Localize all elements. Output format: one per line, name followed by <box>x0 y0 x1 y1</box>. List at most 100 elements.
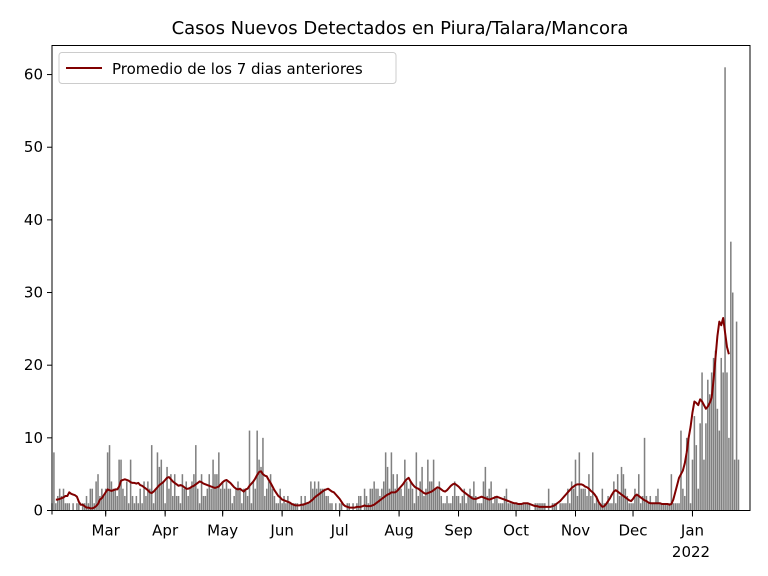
bar <box>672 503 675 511</box>
bar <box>306 503 308 511</box>
bar <box>398 488 400 511</box>
bar <box>710 372 713 511</box>
bar <box>661 503 663 511</box>
bar <box>438 481 441 511</box>
y-tick-label: 40 <box>24 211 43 229</box>
y-tick-label: 0 <box>33 502 43 520</box>
bar <box>450 503 452 511</box>
bar <box>290 503 293 511</box>
bar <box>584 488 586 511</box>
bar <box>196 488 199 511</box>
bar <box>611 503 613 511</box>
bar <box>712 357 715 511</box>
bar <box>371 488 373 511</box>
bar <box>586 495 588 511</box>
bar <box>582 488 584 511</box>
bar <box>442 503 444 511</box>
bar <box>601 488 604 511</box>
bar <box>591 452 594 511</box>
bar <box>89 488 92 511</box>
legend-label: Promedio de los 7 dias anteriores <box>112 60 363 78</box>
x-tick-label: Aug <box>384 522 413 540</box>
bar <box>239 488 241 511</box>
bar <box>386 466 389 511</box>
bar <box>503 495 506 511</box>
bar <box>78 503 80 511</box>
bar <box>166 466 168 511</box>
bar <box>335 503 337 511</box>
bar <box>108 445 111 511</box>
x-tick-label: Sep <box>444 522 472 540</box>
x-tick-label: Nov <box>561 522 590 540</box>
bar <box>580 488 583 511</box>
bar <box>206 488 209 511</box>
bar <box>733 459 736 511</box>
bar <box>363 488 366 511</box>
bar <box>417 495 420 511</box>
bar <box>490 481 492 511</box>
bar <box>242 488 245 511</box>
bar <box>152 503 155 511</box>
bar <box>68 503 71 511</box>
bar <box>701 372 703 511</box>
bar <box>480 503 483 511</box>
bar <box>250 503 253 511</box>
bar <box>578 452 581 511</box>
bar <box>131 495 134 511</box>
bar <box>64 503 67 511</box>
bar <box>482 481 485 511</box>
bar <box>325 495 327 511</box>
bar <box>223 488 226 511</box>
bar <box>359 495 362 511</box>
bar <box>452 495 454 511</box>
bar <box>150 445 153 511</box>
bar <box>404 459 406 511</box>
bar <box>567 488 569 511</box>
bar <box>283 495 285 511</box>
bar <box>135 495 138 511</box>
bar <box>97 474 99 511</box>
bar <box>511 503 513 511</box>
y-tick-label: 10 <box>24 429 43 447</box>
bar <box>689 503 692 511</box>
bar <box>219 488 222 511</box>
bar <box>122 488 124 511</box>
bar <box>231 503 234 511</box>
bar <box>277 503 280 511</box>
bar <box>294 503 297 511</box>
bar <box>175 495 178 511</box>
bar <box>156 452 159 511</box>
bar <box>110 481 113 511</box>
bar <box>496 495 498 511</box>
bar <box>731 292 734 511</box>
bar <box>507 503 510 511</box>
bar <box>377 488 379 511</box>
bar <box>636 495 638 511</box>
bar <box>235 488 237 511</box>
bar <box>172 495 174 511</box>
bar <box>425 488 427 511</box>
bar <box>699 423 701 511</box>
bar <box>455 495 458 511</box>
bar <box>634 488 636 511</box>
bar <box>244 488 247 511</box>
bar <box>609 503 611 511</box>
bar <box>615 503 617 511</box>
x-tick-label: May <box>207 522 238 540</box>
bar <box>195 445 197 511</box>
bar <box>659 503 661 511</box>
bar <box>185 481 187 511</box>
bar <box>112 488 115 511</box>
bar <box>593 503 596 511</box>
bar <box>292 503 295 511</box>
bar <box>553 503 556 511</box>
bar <box>620 466 623 511</box>
bar <box>467 495 469 511</box>
bar <box>302 503 304 511</box>
bar <box>432 459 435 511</box>
bar <box>473 481 475 511</box>
x-tick-label: Dec <box>619 522 648 540</box>
x-tick-label: Jul <box>330 522 349 540</box>
bar <box>160 459 163 511</box>
bar <box>275 503 278 511</box>
